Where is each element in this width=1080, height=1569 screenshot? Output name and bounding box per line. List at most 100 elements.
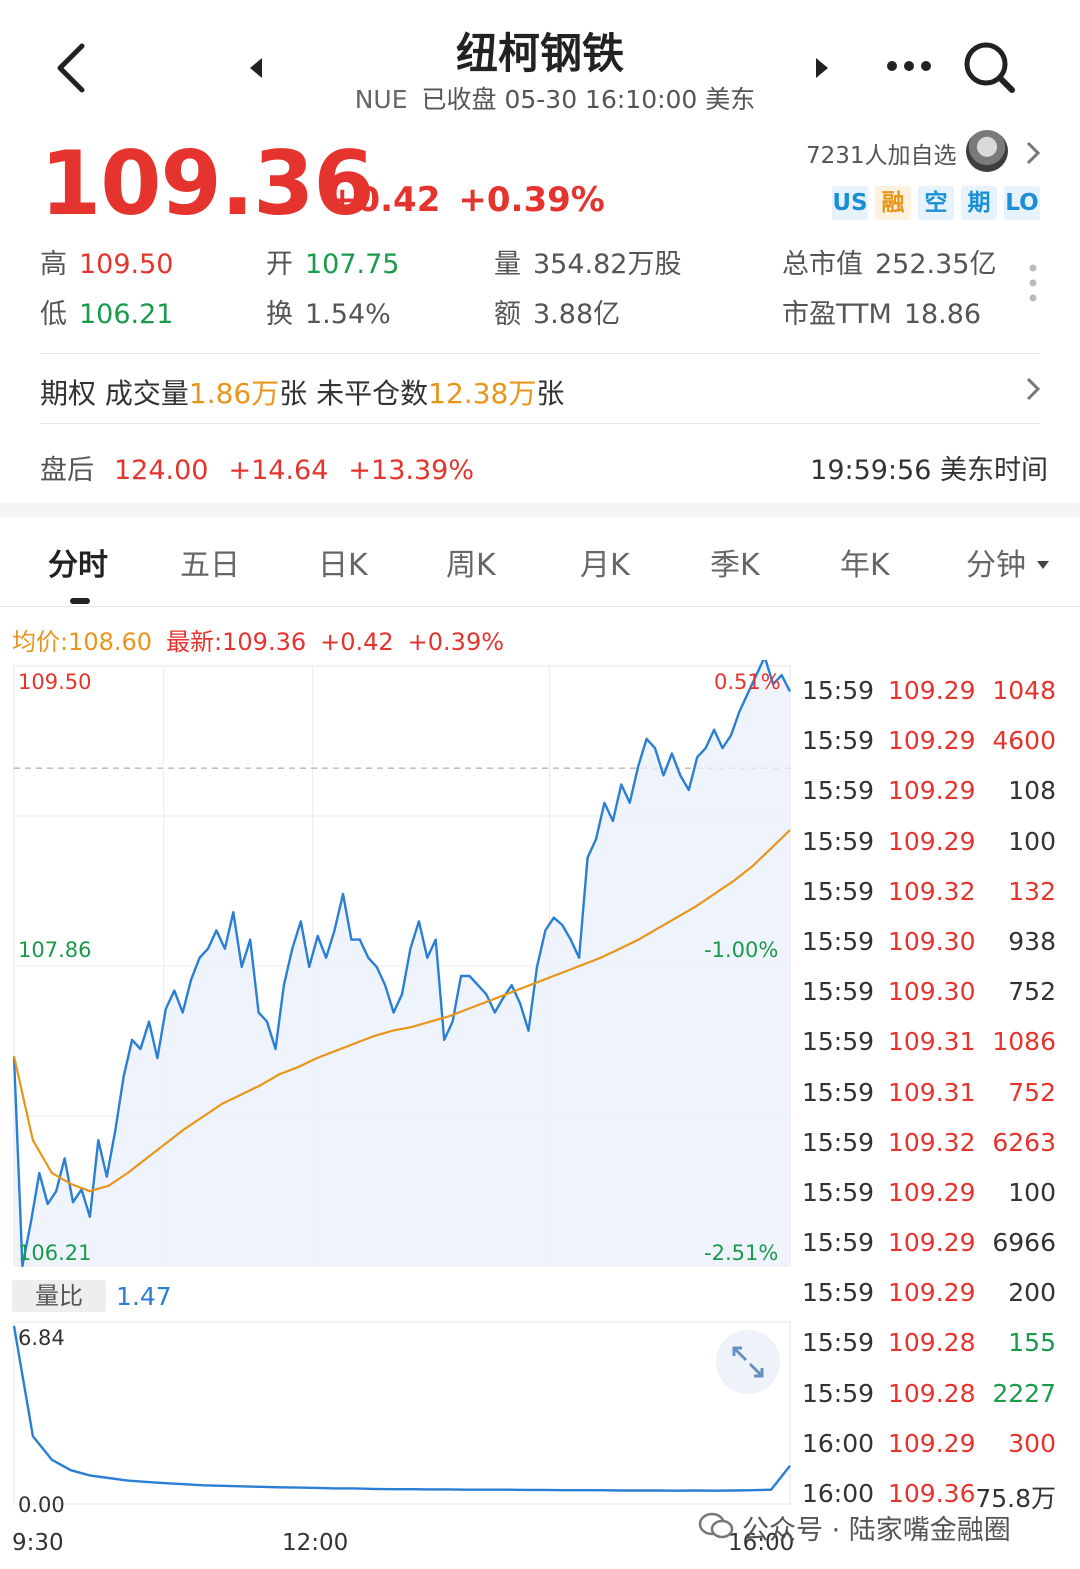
after-hours-quote: 盘后 124.00 +14.64 +13.39% (40, 455, 474, 486)
volume-frame (13, 1321, 791, 1505)
stat-turnover: 换 1.54% (266, 299, 391, 330)
stat-pe: 市盈TTM 18.86 (782, 299, 982, 330)
trade-price: 109.29 (888, 826, 976, 856)
trade-row: 15:59 109.28 155 (800, 1320, 1062, 1370)
tab-five-day[interactable]: 五日 (180, 548, 240, 583)
trade-time: 15:59 (802, 1278, 875, 1308)
y-label-top: 109.50 (18, 670, 92, 694)
trade-volume: 1048 (992, 676, 1056, 705)
next-stock-icon[interactable] (812, 56, 832, 80)
chevron-right-icon[interactable] (1024, 376, 1042, 402)
volume-ratio-chart (12, 1321, 791, 1505)
stat-market-cap: 总市值 252.35亿 (782, 249, 997, 280)
tab-quarterly-k[interactable]: 季K (710, 548, 760, 583)
trade-time: 15:59 (802, 926, 875, 956)
trade-time: 15:59 (802, 1228, 875, 1258)
watermark: 公众号 · 陆家嘴金融圈 (742, 1515, 1011, 1546)
trade-row: 15:59 109.29 4600 (800, 718, 1062, 768)
trade-time: 16:00 (802, 1428, 875, 1458)
intraday-chart[interactable] (0, 660, 800, 1275)
trade-volume: 100 (1008, 826, 1056, 856)
chevron-right-icon[interactable] (1024, 140, 1042, 166)
trade-volume: 752 (1008, 977, 1056, 1007)
trade-row: 15:59 109.32 132 (800, 869, 1062, 919)
trade-volume: 300 (1008, 1428, 1056, 1458)
trade-price: 109.30 (888, 926, 976, 956)
expand-icon (732, 1346, 764, 1378)
search-icon[interactable] (962, 40, 1018, 96)
divider (40, 423, 1040, 424)
active-tab-indicator (70, 598, 90, 604)
market-tag[interactable]: 空 (918, 186, 954, 220)
trade-row: 15:59 109.31 1086 (800, 1019, 1062, 1069)
trade-volume: 6263 (992, 1127, 1056, 1157)
trade-time: 15:59 (802, 826, 875, 856)
back-icon[interactable] (50, 40, 90, 96)
expand-stats-icon[interactable] (1026, 262, 1040, 304)
x-label-close: 16:00 (728, 1530, 795, 1556)
price-line (12, 660, 792, 1268)
trade-price: 109.32 (888, 876, 976, 906)
section-gap (0, 503, 1080, 517)
market-tag[interactable]: 融 (875, 186, 911, 220)
trade-row: 15:59 109.29 100 (800, 819, 1062, 869)
price-change: +0.42 +0.39% (328, 180, 605, 220)
after-hours-time: 19:59:56 美东时间 (810, 455, 1048, 486)
wechat-icon (698, 1512, 734, 1539)
change-percent: +0.39% (458, 180, 605, 220)
tab-weekly-k[interactable]: 周K (446, 548, 496, 583)
trade-time: 15:59 (802, 1328, 875, 1358)
fullscreen-button[interactable] (716, 1330, 780, 1394)
last-price: 109.36 (40, 132, 375, 235)
stat-open: 开 107.75 (266, 249, 400, 280)
trade-volume: 132 (1008, 876, 1056, 906)
market-tag[interactable]: LO (1004, 186, 1040, 220)
stat-volume: 量 354.82万股 (494, 249, 682, 280)
trade-row: 15:59 109.29 1048 (800, 668, 1062, 718)
trade-time: 15:59 (802, 977, 875, 1007)
trade-row: 15:59 109.29 6966 (800, 1220, 1062, 1270)
trade-price: 109.32 (888, 1127, 976, 1157)
y-label-bottom: 106.21 (18, 1241, 92, 1265)
trade-volume: 155 (1008, 1328, 1056, 1358)
trade-time: 15:59 (802, 676, 875, 705)
trade-volume: 200 (1008, 1278, 1056, 1308)
trade-row: 15:59 109.31 752 (800, 1070, 1062, 1120)
trade-row: 15:59 109.28 2227 (800, 1371, 1062, 1421)
trade-volume: 1086 (992, 1027, 1056, 1057)
trade-row: 15:59 109.30 752 (800, 969, 1062, 1019)
trade-volume: 752 (1008, 1077, 1056, 1107)
trade-ticks[interactable]: 15:59 109.29 1048 15:59 109.29 4600 15:59 109.2… (800, 668, 1062, 1521)
tab-daily-k[interactable]: 日K (318, 548, 368, 583)
trade-price: 109.29 (888, 676, 976, 705)
trade-row: 16:00 109.36 75.8万 (800, 1471, 1062, 1521)
tab-monthly-k[interactable]: 月K (580, 548, 630, 583)
tab-yearly-k[interactable]: 年K (840, 548, 890, 583)
market-tag[interactable]: US (832, 186, 868, 220)
trade-row: 15:59 109.30 938 (800, 919, 1062, 969)
trade-row: 15:59 109.29 108 (800, 768, 1062, 818)
trade-time: 15:59 (802, 1177, 875, 1207)
prev-stock-icon[interactable] (246, 56, 266, 80)
trade-price: 109.29 (888, 726, 976, 756)
trade-row: 15:59 109.29 200 (800, 1270, 1062, 1320)
options-summary[interactable]: 期权 成交量1.86万张 未平仓数12.38万张 (40, 377, 565, 410)
tab-minute[interactable]: 分钟 (966, 548, 1026, 583)
more-icon[interactable] (884, 58, 934, 74)
change-amount: +0.42 (328, 180, 441, 220)
average-price-line (12, 829, 791, 1193)
trade-price: 109.29 (888, 1278, 976, 1308)
dropdown-icon[interactable] (1036, 560, 1050, 570)
volume-ratio-value: 1.47 (116, 1282, 172, 1311)
divider (0, 606, 1080, 607)
market-tag[interactable]: 期 (961, 186, 997, 220)
market-status: NUE 已收盘 05-30 16:10:00 美东 (0, 80, 1080, 116)
pct-label-top: 0.51% (714, 670, 781, 694)
volume-ratio-line (12, 1325, 791, 1492)
tab-intraday[interactable]: 分时 (48, 548, 108, 583)
watchlist-count[interactable]: 7231人加自选 (806, 143, 957, 169)
trade-volume: 75.8万 (975, 1484, 1056, 1513)
trade-volume: 108 (1008, 776, 1056, 806)
pct-label-mid: -1.00% (704, 938, 779, 962)
trade-price: 109.28 (888, 1328, 976, 1358)
